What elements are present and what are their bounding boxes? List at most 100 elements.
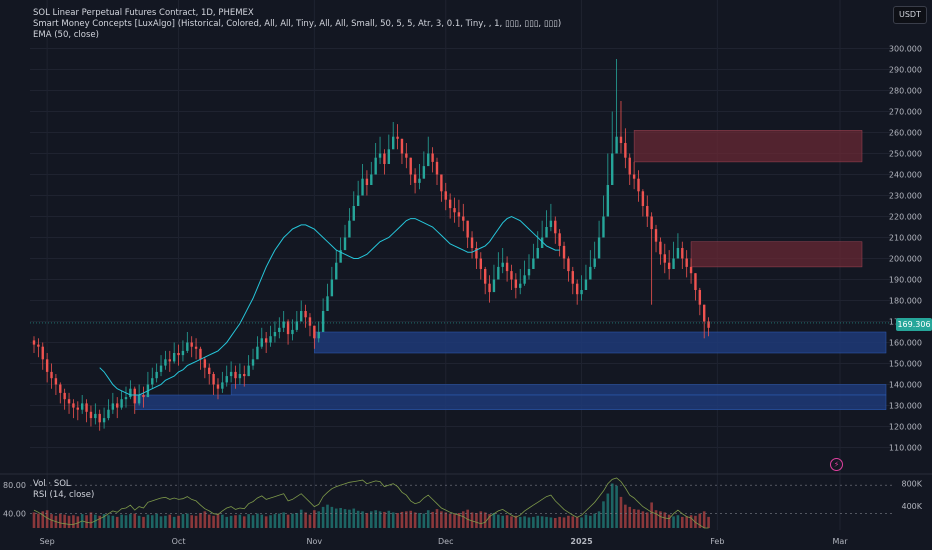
candle-body (466, 220, 469, 238)
supply-zone (690, 241, 863, 268)
volume-bar (676, 515, 680, 528)
volume-bar (685, 516, 688, 528)
volume-bar (418, 513, 421, 528)
candle-body (278, 327, 281, 332)
candle-body (76, 407, 80, 410)
candle-body (427, 153, 430, 167)
volume-bar (94, 514, 97, 528)
candle-body (295, 321, 299, 330)
volume-bar (663, 512, 667, 528)
candle-body (663, 254, 666, 263)
candle-body (453, 208, 456, 213)
volume-bar (444, 512, 448, 528)
candle-body (396, 136, 399, 139)
volume-bar (172, 516, 176, 528)
volume-bar (492, 513, 496, 528)
volume-bar (497, 514, 500, 528)
volume-bar (461, 511, 465, 528)
volume-bar (107, 515, 110, 528)
candle-body (186, 342, 189, 351)
volume-bar (584, 514, 588, 528)
candle-body (374, 157, 377, 175)
candle-body (431, 153, 434, 162)
candle-body (462, 216, 465, 221)
volume-bar (120, 514, 123, 528)
candle-body (378, 153, 382, 158)
candle-body (203, 359, 207, 368)
volume-bar (654, 510, 658, 528)
volume-bar (593, 513, 596, 528)
candle-body (536, 248, 539, 259)
price-tick-label: 120.000 (889, 423, 922, 432)
candle-body (234, 371, 237, 379)
candle-body (650, 216, 653, 230)
candle-body (575, 283, 579, 295)
candle-body (497, 266, 500, 280)
candle-body (628, 157, 631, 175)
volume-bar (63, 514, 66, 528)
price-tick-label: 220.000 (889, 213, 922, 222)
volume-bar (702, 511, 706, 528)
candle-body (597, 237, 601, 259)
volume-bar (238, 514, 242, 528)
volume-bar (282, 512, 285, 528)
volume-bar (313, 510, 316, 528)
candle-body (221, 382, 224, 389)
volume-bar (142, 516, 145, 528)
volume-bar (361, 511, 364, 528)
candle-body (208, 367, 211, 374)
volume-bar (562, 517, 566, 528)
volume-bar (645, 512, 649, 528)
candle-body (159, 365, 163, 372)
volume-indicator-label[interactable]: Vol · SOL (33, 479, 71, 489)
time-tick-label: Nov (307, 537, 323, 546)
candle-body (632, 174, 636, 179)
volume-bar (242, 516, 246, 528)
candle-body (85, 403, 88, 412)
volume-bar (216, 513, 220, 528)
volume-bar (567, 515, 570, 528)
candle-body (672, 258, 675, 269)
volume-bar (650, 502, 653, 528)
candle-body (286, 321, 290, 335)
candle-body (514, 279, 518, 288)
volume-bar (615, 485, 618, 528)
candle-body (308, 317, 312, 326)
volume-bar (45, 510, 49, 528)
currency-button[interactable]: USDT (893, 6, 927, 24)
volume-bar (422, 513, 426, 528)
candle-body (370, 174, 373, 185)
volume-bar (321, 506, 325, 528)
volume-bar (698, 513, 702, 528)
volume-bar (387, 510, 391, 528)
smc-indicator-label[interactable]: Smart Money Concepts [LuxAlgo] (Historic… (33, 19, 562, 29)
candle-body (313, 325, 316, 339)
candle-body (111, 403, 115, 410)
volume-bar (89, 512, 93, 528)
price-tick-label: 140.000 (889, 381, 922, 390)
candle-body (339, 250, 342, 263)
volume-bar (391, 512, 395, 528)
candle-body (470, 237, 474, 248)
candle-body (580, 290, 583, 295)
rsi-indicator-label[interactable]: RSI (14, close) (33, 490, 95, 500)
candle-body (448, 199, 452, 209)
candle-body (703, 304, 706, 322)
volume-bar (164, 515, 167, 528)
candle-body (251, 359, 255, 366)
ema-indicator-label[interactable]: EMA (50, close) (33, 30, 99, 40)
candle-body (689, 266, 693, 274)
candle-body (606, 185, 610, 217)
rsi-tick-label: 40.00 (3, 510, 26, 519)
volume-bar (76, 516, 80, 528)
time-tick-label: Oct (172, 537, 186, 546)
lightning-icon[interactable]: ⚡ (830, 458, 843, 471)
volume-bar (221, 514, 224, 528)
candle-body (676, 248, 680, 259)
candle-body (348, 220, 351, 238)
price-tick-label: 150.000 (889, 360, 922, 369)
time-tick-label: Sep (40, 537, 55, 546)
time-tick-label: Dec (438, 537, 453, 546)
volume-bar (457, 513, 461, 528)
